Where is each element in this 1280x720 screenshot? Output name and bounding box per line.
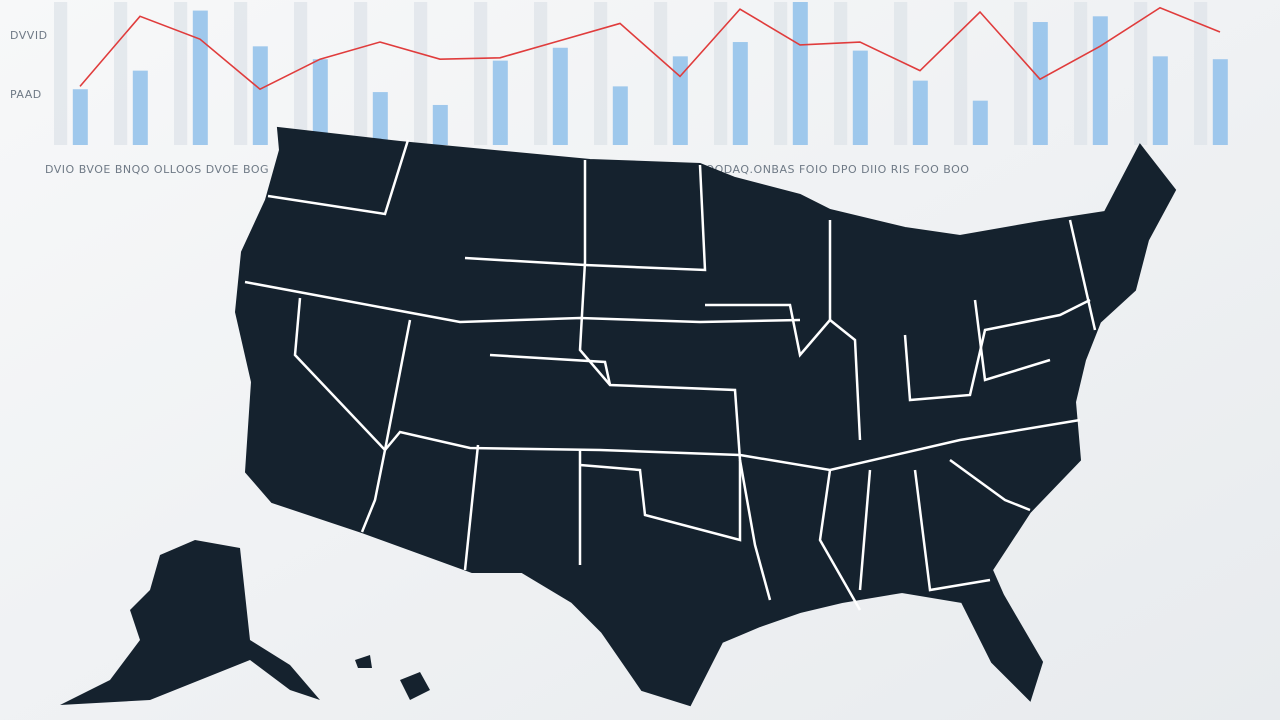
ghost-bar bbox=[1074, 2, 1088, 145]
ghost-bar bbox=[54, 2, 68, 145]
ghost-bar bbox=[594, 2, 608, 145]
bar bbox=[192, 10, 208, 145]
bar bbox=[552, 47, 568, 146]
ghost-bar bbox=[1134, 2, 1148, 145]
bar bbox=[312, 59, 328, 146]
bar bbox=[1152, 56, 1168, 146]
bar bbox=[1212, 59, 1228, 146]
bar bbox=[672, 56, 688, 146]
bar bbox=[252, 46, 268, 145]
bar bbox=[1092, 16, 1108, 145]
ghost-bar bbox=[774, 2, 788, 145]
ghost-bar bbox=[474, 2, 488, 145]
ghost-bar bbox=[414, 2, 428, 145]
ghost-bar bbox=[894, 2, 908, 145]
ghost-bar bbox=[1014, 2, 1028, 145]
axis-label: DVIO BVOE BNQO OLLOOS DVOE BOG bbox=[45, 163, 269, 176]
ghost-bar bbox=[294, 2, 308, 145]
bar bbox=[72, 89, 88, 145]
ghost-bar bbox=[654, 2, 668, 145]
bar bbox=[432, 104, 448, 145]
side-label: DVVID bbox=[10, 29, 48, 42]
bar bbox=[792, 2, 808, 145]
contiguous-states bbox=[234, 126, 1177, 707]
ghost-bar bbox=[1194, 2, 1208, 145]
hawaii bbox=[355, 655, 430, 700]
alaska bbox=[60, 540, 320, 705]
bar bbox=[912, 80, 928, 145]
bar bbox=[1032, 22, 1048, 145]
ghost-bar bbox=[834, 2, 848, 145]
trend-line bbox=[79, 6, 1221, 91]
bar bbox=[492, 60, 508, 145]
ghost-bar bbox=[714, 2, 728, 145]
state-borders bbox=[244, 139, 1097, 611]
side-label: PAAD bbox=[10, 88, 42, 101]
bar bbox=[612, 86, 628, 145]
chart bbox=[54, 2, 1228, 146]
bar bbox=[852, 50, 868, 146]
ghost-bar bbox=[354, 2, 368, 145]
ghost-bar bbox=[534, 2, 548, 145]
bar bbox=[372, 92, 388, 145]
bar bbox=[732, 42, 748, 145]
bar bbox=[972, 100, 988, 145]
us-map bbox=[60, 126, 1177, 707]
ghost-bar bbox=[174, 2, 188, 145]
ghost-bar bbox=[114, 2, 128, 145]
bar bbox=[132, 70, 148, 145]
ghost-bar bbox=[954, 2, 968, 145]
